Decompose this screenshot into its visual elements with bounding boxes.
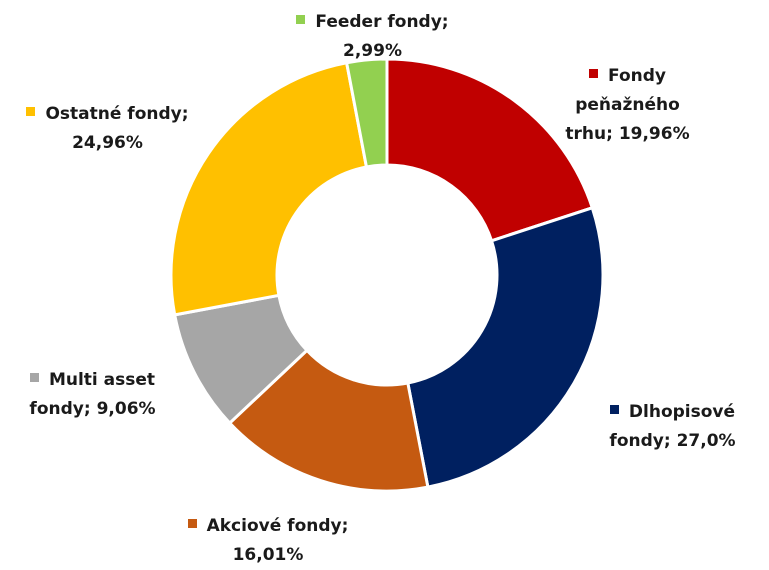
- data-label: Ostatné fondy; 24,96%: [5, 100, 210, 158]
- value-label: 24,96%: [72, 133, 143, 153]
- donut-slice: [385, 57, 595, 243]
- category-label: Multi asset fondy;: [29, 370, 156, 419]
- category-label: Ostatné fondy;: [45, 104, 189, 124]
- value-label: 16,01%: [232, 545, 304, 565]
- value-label: 19,96%: [618, 124, 690, 144]
- legend-marker: [296, 15, 306, 24]
- donut-slice: [406, 205, 605, 489]
- data-label: Feeder fondy; 2,99%: [275, 8, 470, 66]
- data-label: Multi asset fondy; 9,06%: [5, 366, 180, 424]
- data-label: Fondy peňažného trhu; 19,96%: [555, 62, 700, 149]
- data-label: Akciové fondy; 16,01%: [168, 512, 368, 570]
- legend-marker: [609, 405, 619, 414]
- value-label: 2,99%: [343, 41, 402, 61]
- category-label: Fondy peňažného trhu;: [565, 66, 680, 144]
- category-label: Feeder fondy;: [315, 12, 449, 32]
- category-label: Akciové fondy;: [206, 516, 349, 536]
- legend-marker: [589, 69, 599, 78]
- data-label: Dlhopisové fondy; 27,0%: [590, 398, 755, 456]
- donut-slice: [344, 57, 389, 169]
- legend-marker: [187, 519, 197, 528]
- donut-slice: [227, 348, 430, 493]
- donut-slice: [169, 61, 369, 317]
- value-label: 9,06%: [96, 399, 156, 419]
- value-label: 27,0%: [676, 431, 736, 451]
- category-label: Dlhopisové fondy;: [609, 402, 736, 451]
- legend-marker: [26, 107, 36, 116]
- legend-marker: [29, 373, 39, 382]
